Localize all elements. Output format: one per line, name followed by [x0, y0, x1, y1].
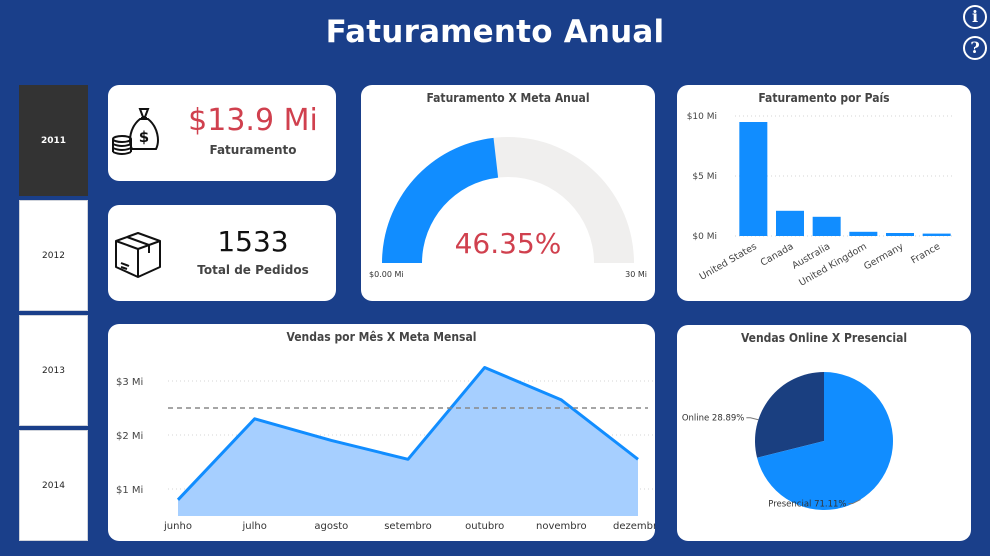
- monthly-area-chart: $1 Mi $2 Mi $3 Mi junho julho agosto setembro o…: [116, 366, 655, 532]
- gauge-chart: [382, 137, 634, 263]
- area-month-label: dezembro: [613, 521, 655, 532]
- info-icon[interactable]: i: [963, 5, 987, 29]
- bar-category-label: United States: [698, 241, 759, 283]
- year-slicer-2013[interactable]: 2013: [19, 315, 88, 426]
- gauge-percent: 46.35%: [454, 227, 562, 260]
- bar-united-kingdom: [849, 231, 878, 236]
- help-icon[interactable]: ?: [963, 36, 987, 60]
- bar-category-label: Germany: [862, 241, 906, 273]
- gauge-card[interactable]: Faturamento X Meta Anual 46.35% $0.00 Mi…: [361, 85, 655, 301]
- monthly-chart-title: Vendas por Mês X Meta Mensal: [286, 330, 477, 344]
- area-month-label: julho: [241, 521, 266, 532]
- gauge-min-label: $0.00 Mi: [369, 270, 404, 279]
- pie-leader-line: [848, 499, 861, 505]
- kpi-orders-card: 1533 Total de Pedidos: [108, 205, 336, 301]
- orders-label: Total de Pedidos: [197, 263, 309, 277]
- pie-label-presencial: Presencial 71.11%: [768, 500, 846, 510]
- orders-value: 1533: [217, 225, 289, 258]
- svg-text:$: $: [139, 128, 149, 146]
- area-month-label: junho: [163, 521, 192, 532]
- area-month-label: agosto: [314, 521, 348, 532]
- bar-category-label: United Kingdom: [797, 241, 869, 289]
- pie-slice-online: [755, 372, 824, 458]
- pie-leader-line: [746, 417, 759, 421]
- gauge-max-label: 30 Mi: [625, 270, 647, 279]
- year-slicer-2011[interactable]: 2011: [19, 85, 88, 196]
- bar-ytick-label: $0 Mi: [692, 232, 717, 242]
- box-icon: [115, 232, 161, 278]
- area-month-label: setembro: [384, 521, 432, 532]
- channel-chart-card[interactable]: Vendas Online X Presencial Online 28.89%…: [677, 325, 971, 541]
- area-month-label: novembro: [536, 521, 587, 532]
- gauge-value-arc: [382, 137, 499, 263]
- revenue-label: Faturamento: [209, 143, 297, 157]
- bar-france: [922, 233, 951, 236]
- area-month-label: outubro: [465, 521, 504, 532]
- channel-chart-title: Vendas Online X Presencial: [740, 331, 908, 345]
- area-ytick-label: $1 Mi: [116, 485, 143, 496]
- bar-australia: [812, 216, 841, 236]
- bar-united-states: [739, 122, 768, 236]
- channel-pie-chart: Online 28.89% Presencial 71.11%: [682, 372, 893, 510]
- kpi-revenue-card: $ $13.9 Mi Faturamento: [108, 85, 336, 181]
- monthly-chart-card[interactable]: Vendas por Mês X Meta Mensal $1 Mi $2 Mi $…: [108, 324, 655, 541]
- country-chart-title: Faturamento por País: [758, 91, 890, 105]
- area-fill: [178, 367, 638, 516]
- area-ytick-label: $3 Mi: [116, 377, 143, 388]
- revenue-value: $13.9 Mi: [188, 103, 318, 138]
- bar-ytick-label: $5 Mi: [692, 172, 717, 182]
- gauge-title: Faturamento X Meta Anual: [426, 91, 590, 105]
- bar-canada: [776, 210, 804, 236]
- pie-slice-presencial: [757, 372, 893, 510]
- country-chart-card[interactable]: Faturamento por País $0 Mi $5 Mi $10 Mi Uni…: [677, 85, 971, 301]
- year-slicer-2012[interactable]: 2012: [19, 200, 88, 311]
- bar-ytick-label: $10 Mi: [687, 112, 717, 122]
- sales-line: [176, 366, 639, 501]
- page-title: Faturamento Anual: [325, 14, 665, 50]
- year-slicer-2014[interactable]: 2014: [19, 430, 88, 541]
- pie-label-online: Online 28.89%: [682, 414, 745, 424]
- money-bag-icon: $: [112, 108, 159, 155]
- bar-germany: [886, 233, 914, 236]
- bar-category-label: France: [909, 241, 942, 266]
- area-ytick-label: $2 Mi: [116, 431, 143, 442]
- bar-category-label: Canada: [759, 241, 796, 269]
